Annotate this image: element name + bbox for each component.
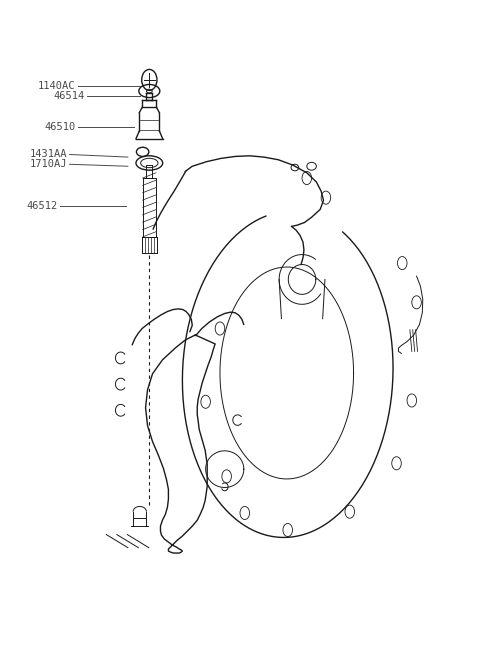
Text: 46514: 46514 [54,91,85,101]
Text: 1140AC: 1140AC [38,81,75,91]
Text: 1431AA: 1431AA [30,150,67,160]
Text: 46510: 46510 [44,122,75,132]
Text: 1710AJ: 1710AJ [30,159,67,170]
Text: 46512: 46512 [26,200,58,210]
